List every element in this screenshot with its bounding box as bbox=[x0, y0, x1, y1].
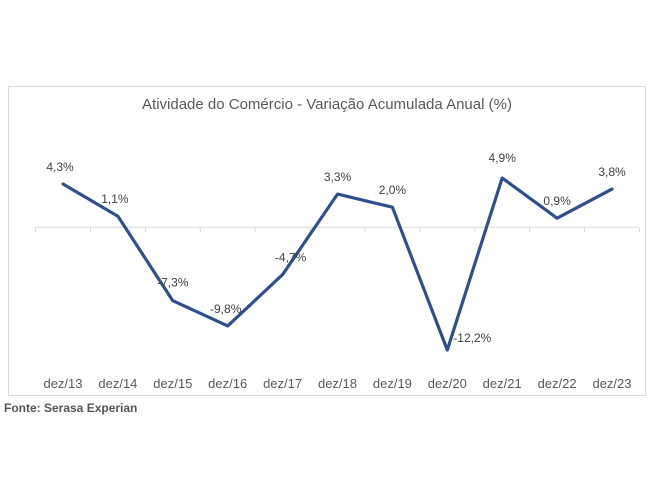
data-label: 0,9% bbox=[543, 194, 571, 208]
series-line bbox=[61, 176, 614, 352]
chart-area bbox=[8, 86, 646, 396]
x-tick-label: dez/16 bbox=[208, 376, 247, 391]
x-tick-marks bbox=[35, 227, 640, 233]
data-label: -7,3% bbox=[157, 276, 189, 290]
x-tick-label: dez/14 bbox=[98, 376, 137, 391]
data-label: 1,1% bbox=[101, 192, 129, 206]
data-label: 4,9% bbox=[489, 151, 517, 165]
x-tick-label: dez/19 bbox=[373, 376, 412, 391]
x-tick-label: dez/13 bbox=[43, 376, 82, 391]
chart-title: Atividade do Comércio - Variação Acumula… bbox=[142, 96, 512, 113]
x-tick-label: dez/15 bbox=[153, 376, 192, 391]
source-note: Fonte: Serasa Experian bbox=[4, 401, 138, 415]
data-label: -4,7% bbox=[275, 251, 307, 265]
data-label: 2,0% bbox=[379, 183, 407, 197]
x-tick-label: dez/22 bbox=[538, 376, 577, 391]
data-label: -9,8% bbox=[210, 302, 242, 316]
data-label: -12,2% bbox=[453, 331, 491, 345]
x-tick-label: dez/21 bbox=[483, 376, 522, 391]
x-tick-label: dez/18 bbox=[318, 376, 357, 391]
x-tick-label: dez/20 bbox=[428, 376, 467, 391]
data-label: 3,3% bbox=[324, 170, 352, 184]
x-tick-label: dez/23 bbox=[592, 376, 631, 391]
data-label: 4,3% bbox=[46, 160, 74, 174]
data-labels: 4,3% 1,1% -7,3% -9,8% -4,7% 3,3% 2,0% -12,2% 4,9… bbox=[46, 151, 626, 345]
x-axis-labels: dez/13 dez/14 dez/15 dez/16 dez/17 dez/18 dez/… bbox=[43, 376, 631, 391]
data-label: 3,8% bbox=[598, 165, 626, 179]
x-tick-label: dez/17 bbox=[263, 376, 302, 391]
